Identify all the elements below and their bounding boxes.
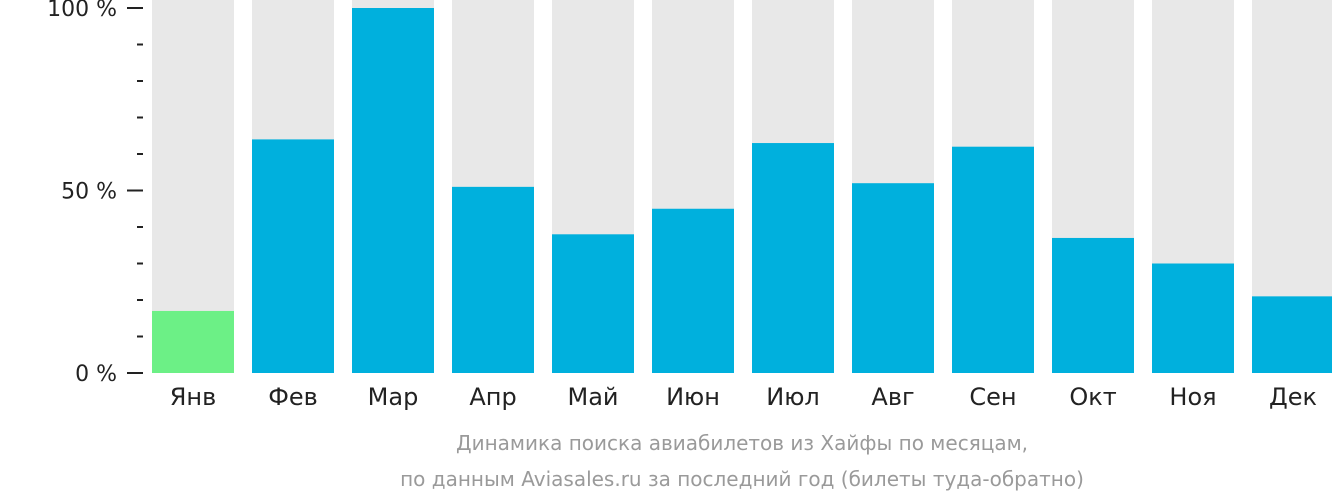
bar-Дек: [1252, 296, 1332, 373]
bar-Апр: [452, 186, 534, 373]
x-tick-label: Сен: [969, 383, 1016, 411]
bar-Июн: [652, 208, 734, 373]
y-tick-label: 0 %: [75, 362, 117, 387]
x-tick-label: Мар: [368, 383, 419, 411]
bars: [152, 0, 1332, 373]
x-tick-label: Апр: [469, 383, 516, 411]
bar-Мар: [352, 8, 434, 373]
bar-Окт: [1052, 237, 1134, 373]
y-tick-label: 50 %: [61, 180, 117, 205]
x-tick-label: Июн: [666, 383, 720, 411]
bar-Сен: [952, 146, 1034, 373]
x-tick-label: Янв: [170, 383, 217, 411]
bar-Ноя: [1152, 263, 1234, 373]
y-tick-label: 100 %: [47, 0, 117, 22]
chart-caption-line-1: Динамика поиска авиабилетов из Хайфы по …: [455, 431, 1029, 455]
bar-chart: 0 % 50 % 100 % Янв Фев Мар Апр Май Июн Июл Авг Сен…: [47, 0, 1332, 411]
x-tick-label: Авг: [871, 383, 914, 411]
bar-Фев: [252, 139, 334, 373]
y-axis: 0 % 50 % 100 %: [47, 0, 143, 387]
x-tick-label: Ноя: [1169, 383, 1216, 411]
x-tick-label: Фев: [268, 383, 318, 411]
bar-Янв: [152, 310, 234, 373]
x-tick-label: Дек: [1269, 383, 1317, 411]
bar-Июл: [752, 143, 834, 373]
x-axis-labels: Янв Фев Мар Апр Май Июн Июл Авг Сен Окт Ноя Дек: [170, 383, 1317, 411]
x-tick-label: Окт: [1069, 383, 1116, 411]
x-tick-label: Июл: [766, 383, 820, 411]
bar-track: [152, 0, 234, 373]
bar-Май: [552, 234, 634, 373]
bar-Авг: [852, 183, 934, 373]
chart-caption-line-2: по данным Aviasales.ru за последний год …: [400, 467, 1084, 491]
x-tick-label: Май: [567, 383, 618, 411]
